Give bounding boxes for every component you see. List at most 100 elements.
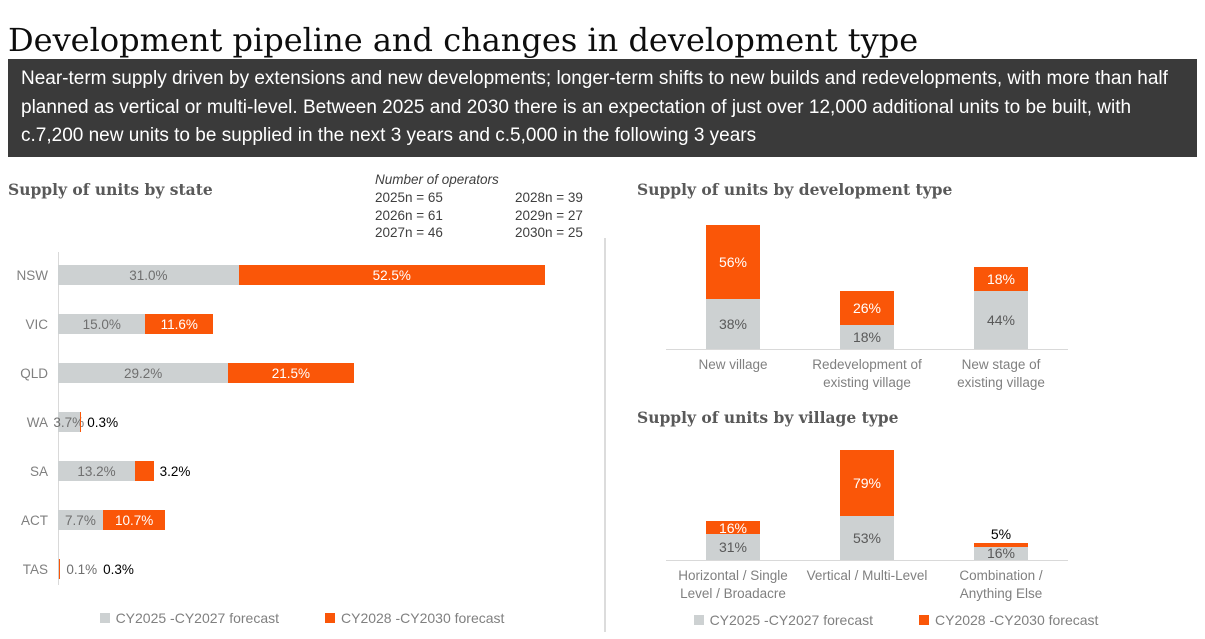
category-labels: New village Redevelopment of existing vil… <box>666 356 1068 391</box>
columns-area: 56% 38% 26% 18% 18% 44% <box>666 218 1068 349</box>
columns-area: 16% 31% 79% 53% 5% 16% <box>666 450 1068 561</box>
state-row: QLD 29.2% 21.5% <box>10 363 545 383</box>
operators-line: 2025n = 65 <box>375 190 443 205</box>
state-label: WA <box>26 414 48 430</box>
category-label: New village <box>698 357 768 372</box>
legend-swatch-orange <box>919 615 929 625</box>
column-stack: 26% 18% <box>840 290 894 349</box>
operators-line: 2029n = 27 <box>514 207 583 223</box>
state-bar-chart: NSW 31.0% 52.5% VIC 15.0% 11.6% QLD 29.2% 21.5% W… <box>10 265 545 579</box>
bar-segment-cy2028-2030 <box>79 412 82 432</box>
column-stack: 79% 53% <box>840 450 894 560</box>
state-row: NSW 31.0% 52.5% <box>10 265 545 285</box>
column-segment-cy2028-2030: 56% <box>706 224 760 299</box>
column-segment-cy2028-2030: 79% <box>840 450 894 516</box>
bar-segment-cy2028-2030 <box>58 559 61 579</box>
bar-segment-cy2028-2030: 10.7% <box>102 510 166 530</box>
column-segment-cy2025-2027: 16% <box>974 545 1028 561</box>
x-axis-line <box>666 349 1068 350</box>
state-label: TAS <box>22 561 48 577</box>
value-label-outside: 0.3% <box>87 414 119 430</box>
chart-title-by-development-type: Supply of units by development type <box>637 180 953 199</box>
legend-item-cy2025-2027: CY2025 -CY2027 forecast <box>99 610 279 626</box>
legend-item-cy2028-2030: CY2028 -CY2030 forecast <box>325 610 504 626</box>
chart-title-by-village-type: Supply of units by village type <box>637 408 899 427</box>
category-labels: Horizontal / Single Level / Broadacre Ver… <box>666 567 1068 602</box>
bar-segment-cy2025-2027: 13.2% <box>58 461 135 481</box>
left-chart-legend: CY2025 -CY2027 forecast CY2028 -CY2030 f… <box>58 610 546 626</box>
state-label: ACT <box>21 512 48 528</box>
right-chart-legend: CY2025 -CY2027 forecast CY2028 -CY2030 f… <box>666 612 1126 628</box>
state-row: SA 13.2% 3.2% <box>10 461 545 481</box>
legend-label: CY2025 -CY2027 forecast <box>115 610 279 626</box>
operators-column-right: 2028n = 39 2029n = 27 2030n = 25 <box>515 189 583 242</box>
column: 79% 53% <box>800 450 934 560</box>
category-label: Vertical / Multi-Level <box>806 568 928 583</box>
state-label: VIC <box>25 316 48 332</box>
operators-line: 2028n = 39 <box>514 190 583 205</box>
column-stack: 56% 38% <box>706 224 760 349</box>
column: 18% 44% <box>934 218 1068 349</box>
column-segment-cy2028-2030 <box>974 542 1028 547</box>
state-label: NSW <box>16 267 49 283</box>
operators-line: 2026n = 61 <box>375 207 443 223</box>
bar-segment-cy2025-2027: 29.2% <box>58 363 229 383</box>
column-segment-cy2025-2027: 38% <box>706 298 760 349</box>
legend-swatch-gray <box>99 613 110 623</box>
value-label-above: 5% <box>990 525 1012 542</box>
column: 16% 31% <box>666 450 800 560</box>
column: 26% 18% <box>800 218 934 349</box>
bar-segment-cy2028-2030 <box>134 461 154 481</box>
bar-segment-cy2025-2027: 31.0% <box>58 265 239 285</box>
legend-swatch-orange <box>325 613 335 623</box>
column-segment-cy2028-2030: 18% <box>974 267 1028 291</box>
bar-segment-cy2028-2030: 11.6% <box>145 314 214 334</box>
column-segment-cy2025-2027: 31% <box>706 534 760 560</box>
bar-segment-cy2025-2027 <box>58 559 59 579</box>
column-stack: 18% 44% <box>974 267 1028 349</box>
state-label: QLD <box>20 365 48 381</box>
operators-columns: 2025n = 65 2026n = 61 2027n = 46 2028n =… <box>375 189 583 242</box>
bar-segment-cy2025-2027: 3.7% <box>53 412 84 432</box>
value-label-outside: 0.1% <box>66 561 98 577</box>
column: 5% 16% <box>934 450 1068 561</box>
value-label-outside: 3.2% <box>159 463 191 479</box>
legend-label: CY2028 -CY2030 forecast <box>935 612 1099 628</box>
category-label: Redevelopment of existing village <box>812 357 922 390</box>
category-label: Combination / Anything Else <box>959 568 1043 601</box>
operators-line: 2030n = 25 <box>514 225 583 240</box>
category-label: Horizontal / Single Level / Broadacre <box>678 568 788 601</box>
column-segment-cy2025-2027: 18% <box>840 325 894 349</box>
x-axis-line <box>666 560 1068 561</box>
state-row: ACT 7.7% 10.7% <box>10 510 545 530</box>
column-stack: 5% 16% <box>974 525 1028 561</box>
state-row: VIC 15.0% 11.6% <box>10 314 545 334</box>
value-label-outside: 0.3% <box>103 561 134 577</box>
summary-banner: Near-term supply driven by extensions an… <box>8 59 1197 157</box>
column-segment-cy2025-2027: 44% <box>974 290 1028 349</box>
page-title: Development pipeline and changes in deve… <box>8 21 919 60</box>
legend-label: CY2028 -CY2030 forecast <box>341 610 505 626</box>
legend-label: CY2025 -CY2027 forecast <box>709 612 873 628</box>
development-type-column-chart: 56% 38% 26% 18% 18% 44% New village Redevelopm… <box>666 218 1068 391</box>
village-type-column-chart: 16% 31% 79% 53% 5% 16% Horizontal / Single Le… <box>666 450 1068 602</box>
bar-segment-cy2025-2027: 15.0% <box>58 314 146 334</box>
column-segment-cy2028-2030: 16% <box>706 520 760 536</box>
column: 56% 38% <box>666 218 800 349</box>
operators-column-left: 2025n = 65 2026n = 61 2027n = 46 <box>375 189 443 242</box>
operators-note: Number of operators 2025n = 65 2026n = 6… <box>375 172 583 242</box>
section-divider-line <box>604 238 606 632</box>
column-stack: 16% 31% <box>706 520 760 560</box>
state-row: TAS 0.1% 0.3% <box>10 559 545 579</box>
category-label: New stage of existing village <box>957 357 1045 390</box>
column-segment-cy2025-2027: 53% <box>840 515 894 560</box>
bar-segment-cy2028-2030: 52.5% <box>238 265 545 285</box>
legend-swatch-gray <box>693 615 704 625</box>
bar-segment-cy2025-2027: 7.7% <box>58 510 103 530</box>
bar-segment-cy2028-2030: 21.5% <box>228 363 354 383</box>
state-row: WA 3.7% 0.3% <box>10 412 545 432</box>
state-label: SA <box>29 463 48 479</box>
chart-title-by-state: Supply of units by state <box>8 180 213 199</box>
operators-note-title: Number of operators <box>375 172 499 187</box>
